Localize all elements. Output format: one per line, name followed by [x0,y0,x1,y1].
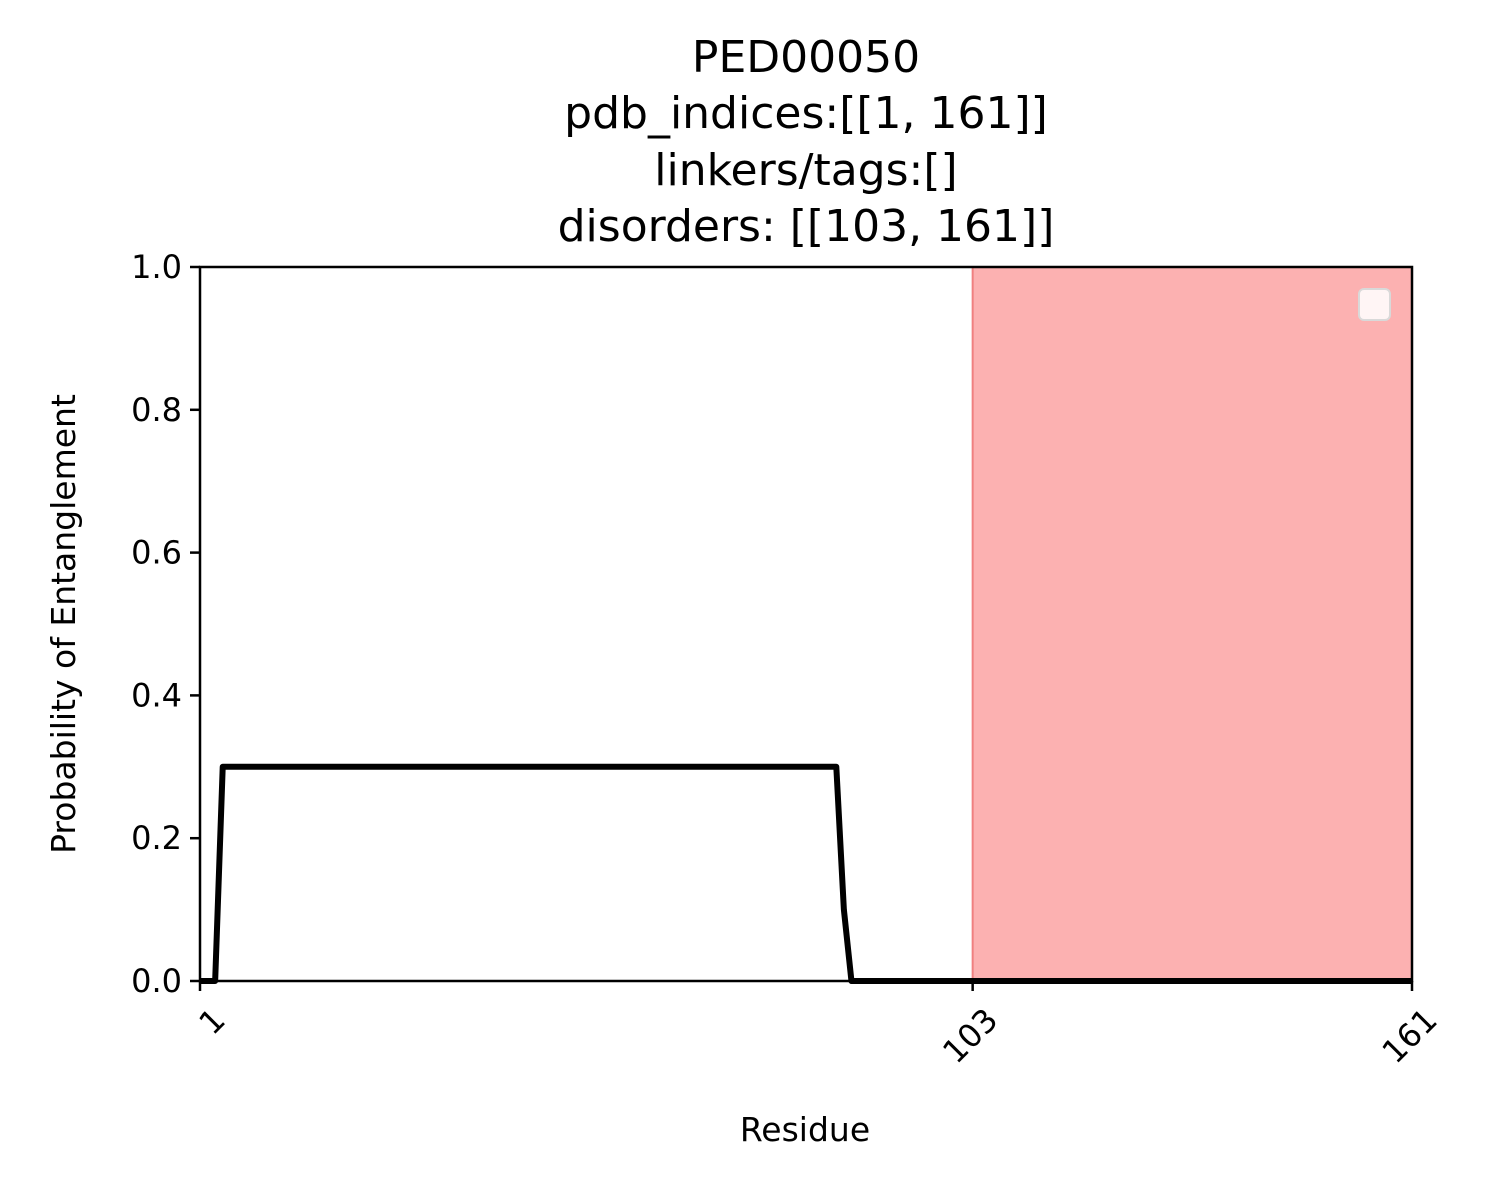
plot-area [198,265,1414,984]
chart-title-line-2: pdb_indices:[[1, 161]] [564,88,1048,139]
y-tick-label-4: 0.8 [131,391,182,429]
x-tick-label-0: 1 [191,1001,232,1042]
legend-box [1358,288,1391,321]
x-tick-label-1: 103 [935,1001,1005,1071]
y-axis-ticks: 0.0 0.2 0.4 0.6 0.8 1.0 [131,248,200,1000]
x-axis-ticks: 1 103 161 [191,981,1445,1071]
y-tick-label-2: 0.4 [131,676,182,714]
chart-title: PED00050 pdb_indices:[[1, 161]] linkers/… [558,32,1055,252]
y-tick-label-5: 1.0 [131,248,182,286]
chart-title-line-4: disorders: [[103, 161]] [558,201,1055,252]
chart-title-line-3: linkers/tags:[] [654,145,957,196]
y-tick-label-1: 0.2 [131,819,182,857]
axes-frame [198,265,1414,983]
y-axis-label: Probability of Entanglement [44,394,83,854]
x-tick-label-2: 161 [1375,1001,1445,1071]
y-tick-label-3: 0.6 [131,534,182,572]
x-axis-label: Residue [740,1110,870,1149]
chart-title-line-1: PED00050 [692,32,920,83]
disorder-region-0 [972,267,1412,981]
y-tick-label-0: 0.0 [131,962,182,1000]
